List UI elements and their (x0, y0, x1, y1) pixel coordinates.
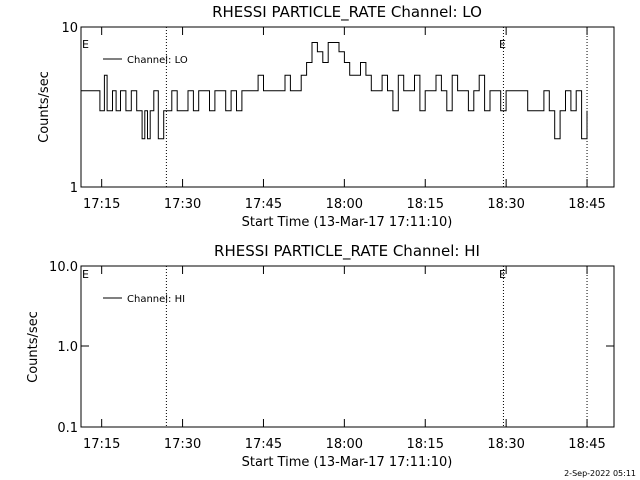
legend: Channel: LO (103, 55, 188, 66)
legend: Channel: HI (103, 294, 185, 305)
panel-lo: RHESSI PARTICLE_RATE Channel: LO 10 1 Co… (37, 3, 615, 230)
x-tick-label: 18:30 (487, 197, 524, 212)
x-axis-label: Start Time (13-Mar-17 17:11:10) (242, 215, 453, 230)
y-tick-label: 0.1 (57, 421, 78, 436)
legend-label: Channel: LO (127, 55, 188, 66)
marker-label: E (82, 38, 89, 51)
chart-title: RHESSI PARTICLE_RATE Channel: HI (214, 242, 480, 261)
y-tick-label: 10 (61, 21, 78, 36)
y-tick-label: 1.0 (57, 340, 78, 355)
chart-title: RHESSI PARTICLE_RATE Channel: LO (212, 3, 482, 22)
y-axis-ticks (81, 265, 614, 428)
dotted-lines (165, 27, 588, 187)
x-tick-label: 18:45 (568, 437, 605, 452)
y-axis-ticks (81, 26, 614, 188)
x-tick-label: 18:15 (407, 197, 444, 212)
y-axis-label: Counts/sec (26, 311, 41, 383)
plot-frame (80, 265, 615, 428)
x-tick-label: 17:15 (83, 437, 120, 452)
x-tick-label: 18:00 (326, 197, 363, 212)
series-line-lo (81, 42, 588, 140)
y-tick-label: 1 (70, 181, 78, 196)
x-tick-label: 18:00 (326, 437, 363, 452)
y-axis-label: Counts/sec (37, 71, 52, 143)
x-tick-label: 18:15 (407, 437, 444, 452)
x-tick-label: 18:30 (487, 437, 524, 452)
event-markers: E E (82, 38, 506, 51)
y-tick-label: 10.0 (49, 260, 78, 275)
x-ticks: 17:15 17:30 17:45 18:00 18:15 18:30 18:45 (83, 27, 606, 212)
plot-frame (80, 26, 615, 188)
legend-label: Channel: HI (127, 294, 185, 305)
footer-timestamp: 2-Sep-2022 05:11 (564, 469, 636, 478)
x-axis-label: Start Time (13-Mar-17 17:11:10) (242, 455, 453, 470)
x-tick-label: 17:30 (164, 197, 201, 212)
x-tick-label: 17:15 (83, 197, 120, 212)
marker-label: E (82, 268, 89, 281)
panel-hi: RHESSI PARTICLE_RATE Channel: HI 10.0 1.… (26, 242, 615, 470)
x-tick-label: 17:45 (245, 437, 282, 452)
marker-label: E (499, 268, 506, 281)
x-ticks: 17:15 17:30 17:45 18:00 18:15 18:30 18:45 (83, 266, 606, 452)
dotted-lines (165, 266, 588, 427)
x-tick-label: 17:30 (164, 437, 201, 452)
marker-label: E (499, 38, 506, 51)
event-markers: E E (82, 268, 506, 281)
x-tick-label: 18:45 (568, 197, 605, 212)
x-tick-label: 17:45 (245, 197, 282, 212)
